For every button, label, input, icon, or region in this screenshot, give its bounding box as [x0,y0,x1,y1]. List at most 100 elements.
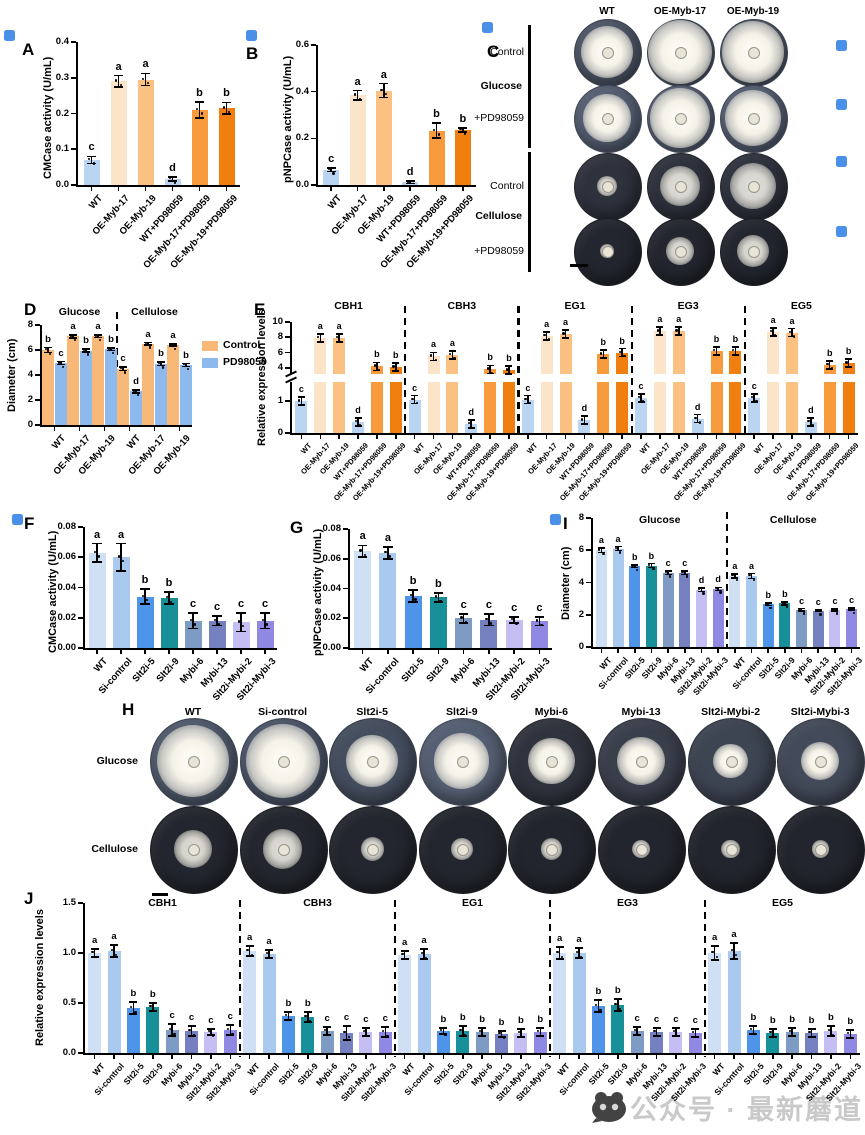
group-divider [404,306,407,433]
error-bar-cap [768,1036,777,1038]
x-tick-mark [384,1055,387,1059]
data-point-dot [200,112,203,115]
y-tick-label: 1 [277,395,283,407]
significance-letter: a [732,561,738,572]
y-tick-label: 0.00 [322,642,342,653]
x-tick-mark [268,1055,270,1059]
gene-title: EG3 [677,300,699,312]
x-tick-label: WT [298,441,314,456]
error-bar-cap [458,621,469,624]
data-point-dot [846,1032,850,1035]
x-tick-mark [132,1055,135,1059]
data-point-dot [540,623,543,627]
data-point-dot [433,128,436,132]
data-point-dot [91,951,94,954]
agar-plug [602,246,614,258]
gene-title: EG1 [564,300,586,312]
significance-letter: c [634,1013,640,1024]
agar-plug [188,844,200,856]
x-tick-mark [409,187,411,191]
data-point-dot [463,1033,467,1036]
error-bar-cap [764,604,772,607]
blue-placeholder-square [836,99,847,110]
error-bar [734,347,737,356]
y-tick-label: 1.0 [62,947,76,958]
data-point-dot [556,951,559,954]
bar [333,382,346,433]
significance-letter: a [712,932,718,943]
significance-letter: d [169,161,176,174]
error-bar [90,156,93,164]
data-point-dot [386,1034,389,1037]
bar [540,335,553,374]
error-bar-cap [484,612,494,615]
x-tick-mark [171,187,174,191]
data-point-dot [679,333,683,337]
error-bar-cap [807,417,815,419]
bar [92,336,104,425]
bar [727,951,741,1053]
error-bar-cap [90,956,99,958]
y-tick-mark [311,137,316,140]
blue-placeholder-square [836,40,847,51]
y-tick-label: 0.3 [55,71,69,83]
error-bar-cap [631,566,639,569]
significance-letter: c [665,558,671,569]
y-axis-line [83,903,85,1055]
significance-letter: b [433,108,440,121]
panel-letter: G [290,518,304,537]
x-tick-label: WT [751,441,766,456]
gene-title: EG5 [771,897,793,909]
data-point-dot [819,613,822,616]
significance-letter: b [828,1012,834,1023]
significance-letter: a [557,933,563,944]
x-tick-mark [750,649,753,653]
significance-letter: a [359,530,366,543]
error-bar [132,1002,135,1014]
bar [804,421,817,433]
error-bar-cap [831,608,839,610]
y-tick-label: 0.06 [322,552,342,564]
x-axis-line [316,185,476,187]
data-point-dot [49,352,52,355]
error-bar-cap [206,1034,215,1036]
error-bar-cap [486,364,494,367]
bar [785,332,798,374]
significance-letter: d [715,574,721,585]
error-bar-cap [486,372,494,375]
data-point-dot [635,568,639,572]
error-bar-cap [694,421,702,424]
data-point-dot [792,335,796,338]
legend-label: PD98059 [223,356,267,368]
error-bar-cap [681,573,689,576]
error-bar [192,613,194,629]
error-bar [539,1028,542,1036]
gene-title: EG1 [461,897,483,909]
error-bar [564,330,567,339]
error-bar-cap [169,342,177,345]
data-point-dot [764,602,768,605]
data-point-dot [715,955,719,958]
significance-letter: c [213,601,221,614]
error-bar-cap [713,354,720,356]
y-tick-label: 0.0 [55,179,69,190]
error-bar [120,543,122,571]
x-tick-mark [93,1055,96,1059]
x-tick-mark [216,650,218,654]
agar-plug [636,844,648,856]
data-point-dot [425,956,428,959]
error-bar-cap [807,1028,816,1030]
data-point-dot [226,1028,230,1031]
error-bar-cap [748,572,756,575]
agar-plug [675,246,687,258]
x-tick-mark [683,649,686,653]
significance-letter: a [615,533,621,544]
error-bar [470,420,473,429]
data-point-dot [713,349,716,352]
x-tick-mark [500,1055,503,1059]
significance-letter: b [409,574,417,587]
error-bar [753,393,756,402]
data-point-dot [237,620,240,623]
error-bar-cap [749,1033,758,1035]
bar [42,350,54,425]
